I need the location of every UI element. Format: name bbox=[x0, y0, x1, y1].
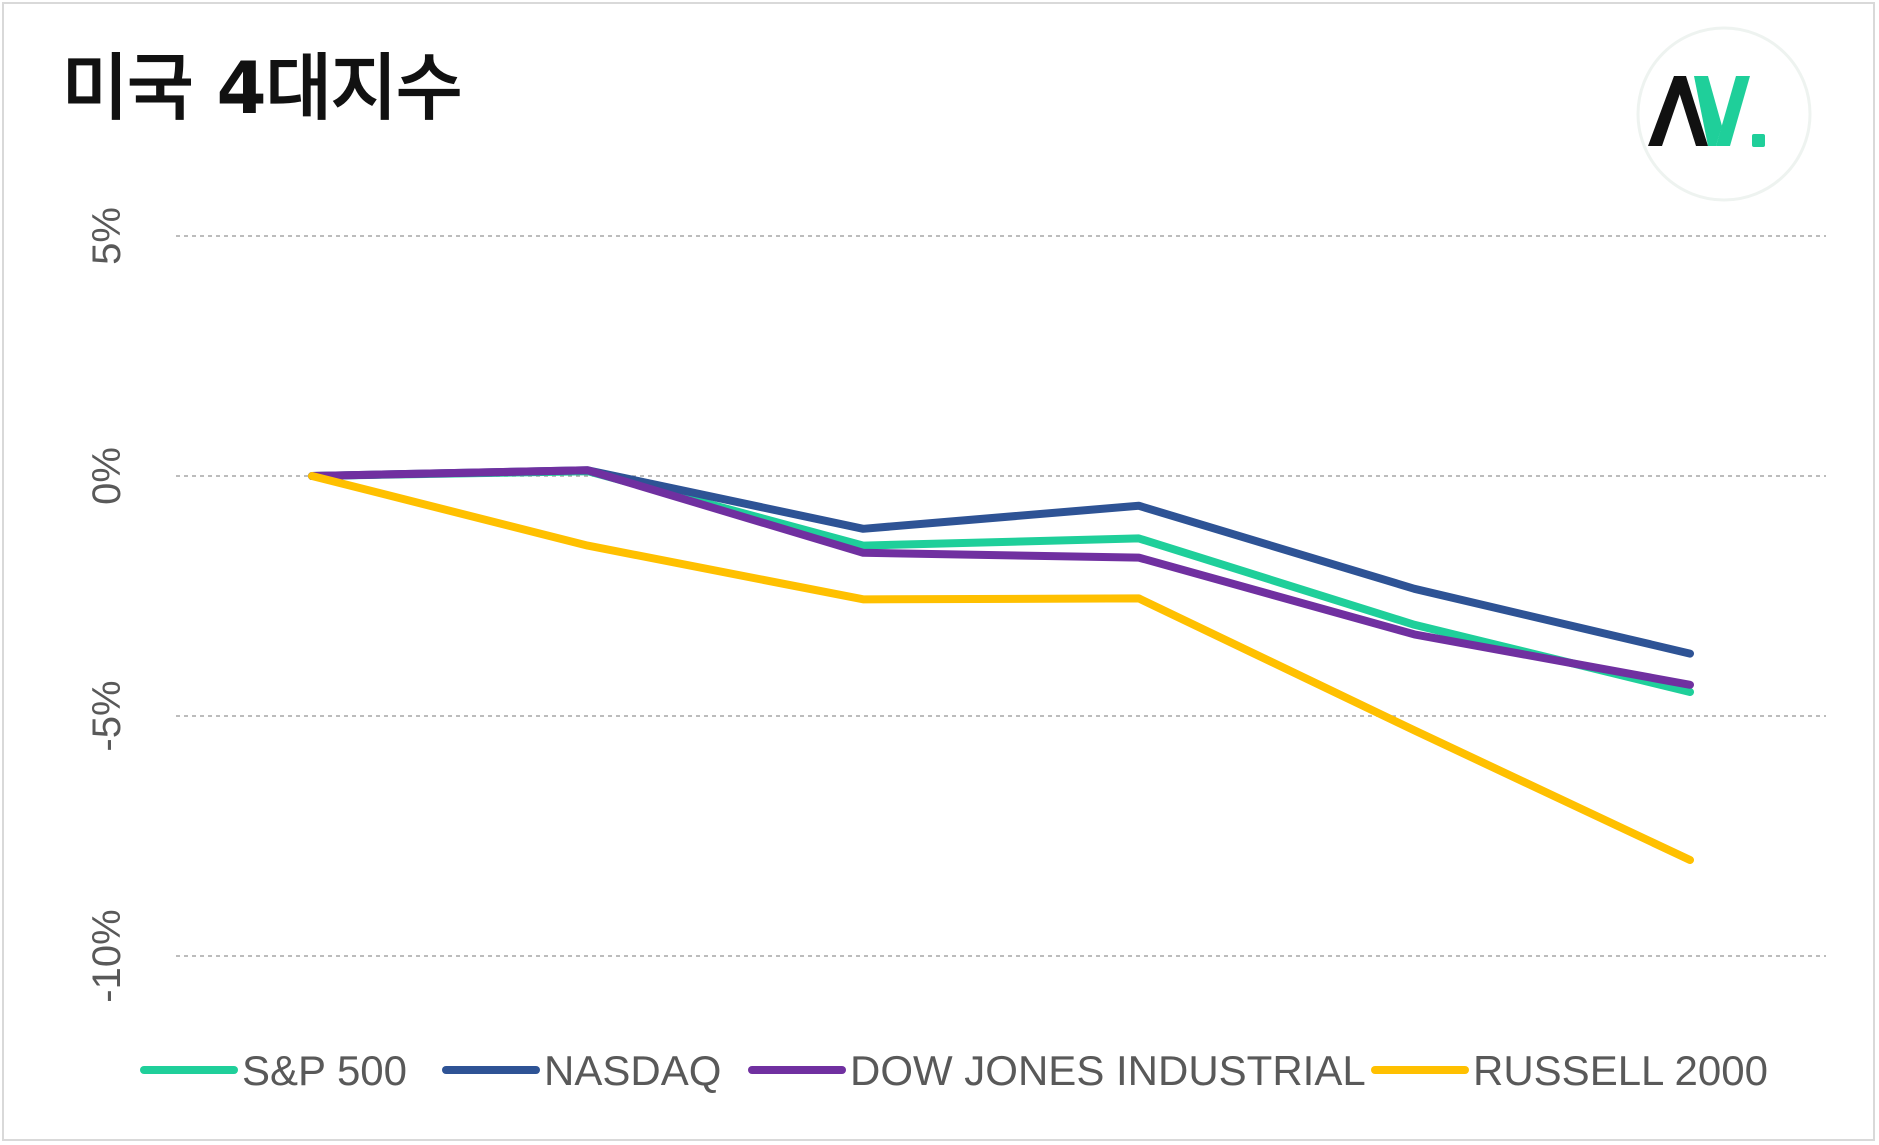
chart-title: 미국 4대지수 bbox=[62, 46, 462, 130]
series-line bbox=[308, 472, 1694, 864]
series-line bbox=[308, 466, 1694, 658]
y-tick-label: 5% bbox=[85, 207, 129, 265]
y-tick-label: -5% bbox=[85, 680, 129, 751]
y-axis-tick-labels: 5% 0% -5% -10% bbox=[85, 207, 129, 1003]
series-line bbox=[308, 467, 1694, 696]
series-lines bbox=[308, 466, 1694, 864]
legend-label: DOW JONES INDUSTRIAL bbox=[850, 1047, 1366, 1094]
legend-label: S&P 500 bbox=[242, 1047, 407, 1094]
series-line bbox=[308, 466, 1694, 689]
legend-label: NASDAQ bbox=[544, 1047, 721, 1094]
y-tick-label: 0% bbox=[85, 447, 129, 505]
y-tick-label: -10% bbox=[85, 909, 129, 1002]
aw-logo bbox=[1636, 26, 1812, 202]
legend-label: RUSSELL 2000 bbox=[1473, 1047, 1768, 1094]
legend: S&P 500 NASDAQ DOW JONES INDUSTRIAL RUSSELL… bbox=[140, 1047, 1768, 1094]
